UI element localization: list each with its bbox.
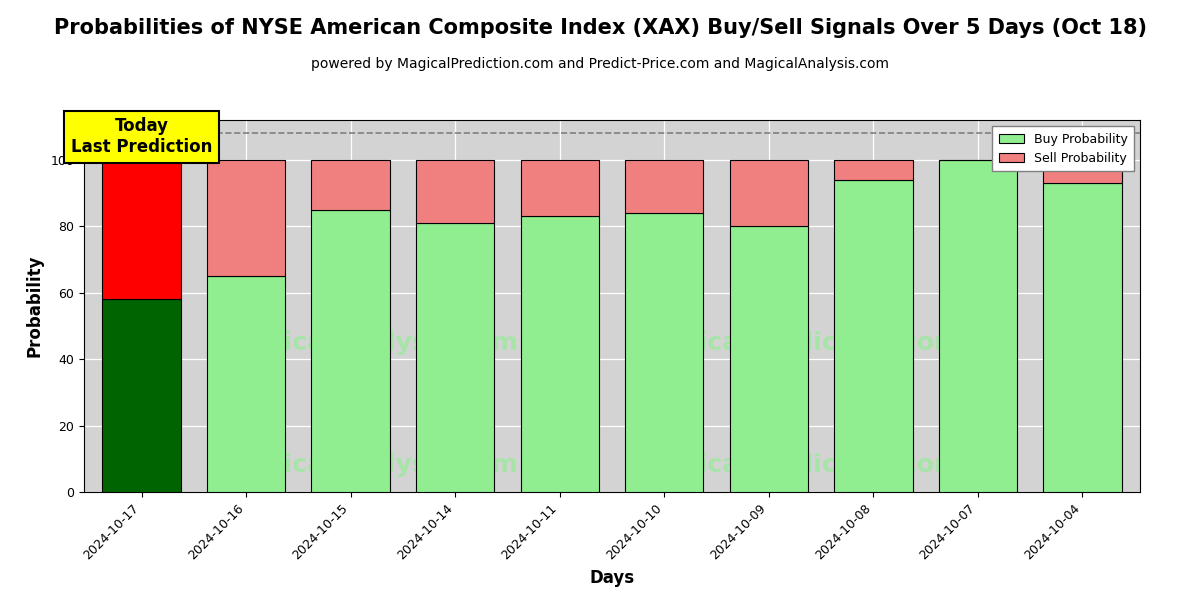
Bar bbox=[312, 209, 390, 492]
Bar bbox=[312, 160, 390, 209]
Bar bbox=[938, 160, 1018, 492]
Bar bbox=[416, 160, 494, 223]
Legend: Buy Probability, Sell Probability: Buy Probability, Sell Probability bbox=[992, 126, 1134, 171]
Bar bbox=[1043, 160, 1122, 183]
Text: powered by MagicalPrediction.com and Predict-Price.com and MagicalAnalysis.com: powered by MagicalPrediction.com and Pre… bbox=[311, 57, 889, 71]
Bar bbox=[206, 160, 286, 276]
Text: MagicalAnalysis.com: MagicalAnalysis.com bbox=[224, 331, 518, 355]
Bar bbox=[206, 276, 286, 492]
Bar bbox=[625, 213, 703, 492]
Bar bbox=[102, 299, 181, 492]
Bar bbox=[730, 226, 808, 492]
Text: Today
Last Prediction: Today Last Prediction bbox=[71, 117, 212, 156]
Text: MagicalPrediction.com: MagicalPrediction.com bbox=[640, 331, 961, 355]
Bar bbox=[834, 160, 912, 180]
X-axis label: Days: Days bbox=[589, 569, 635, 587]
Text: MagicalPrediction.com: MagicalPrediction.com bbox=[640, 454, 961, 478]
Bar bbox=[730, 160, 808, 226]
Bar bbox=[416, 223, 494, 492]
Bar bbox=[1043, 183, 1122, 492]
Bar bbox=[102, 160, 181, 299]
Bar bbox=[625, 160, 703, 213]
Bar bbox=[834, 180, 912, 492]
Text: MagicalAnalysis.com: MagicalAnalysis.com bbox=[224, 454, 518, 478]
Bar bbox=[521, 217, 599, 492]
Y-axis label: Probability: Probability bbox=[25, 255, 43, 357]
Bar bbox=[521, 160, 599, 217]
Text: Probabilities of NYSE American Composite Index (XAX) Buy/Sell Signals Over 5 Day: Probabilities of NYSE American Composite… bbox=[54, 18, 1146, 38]
